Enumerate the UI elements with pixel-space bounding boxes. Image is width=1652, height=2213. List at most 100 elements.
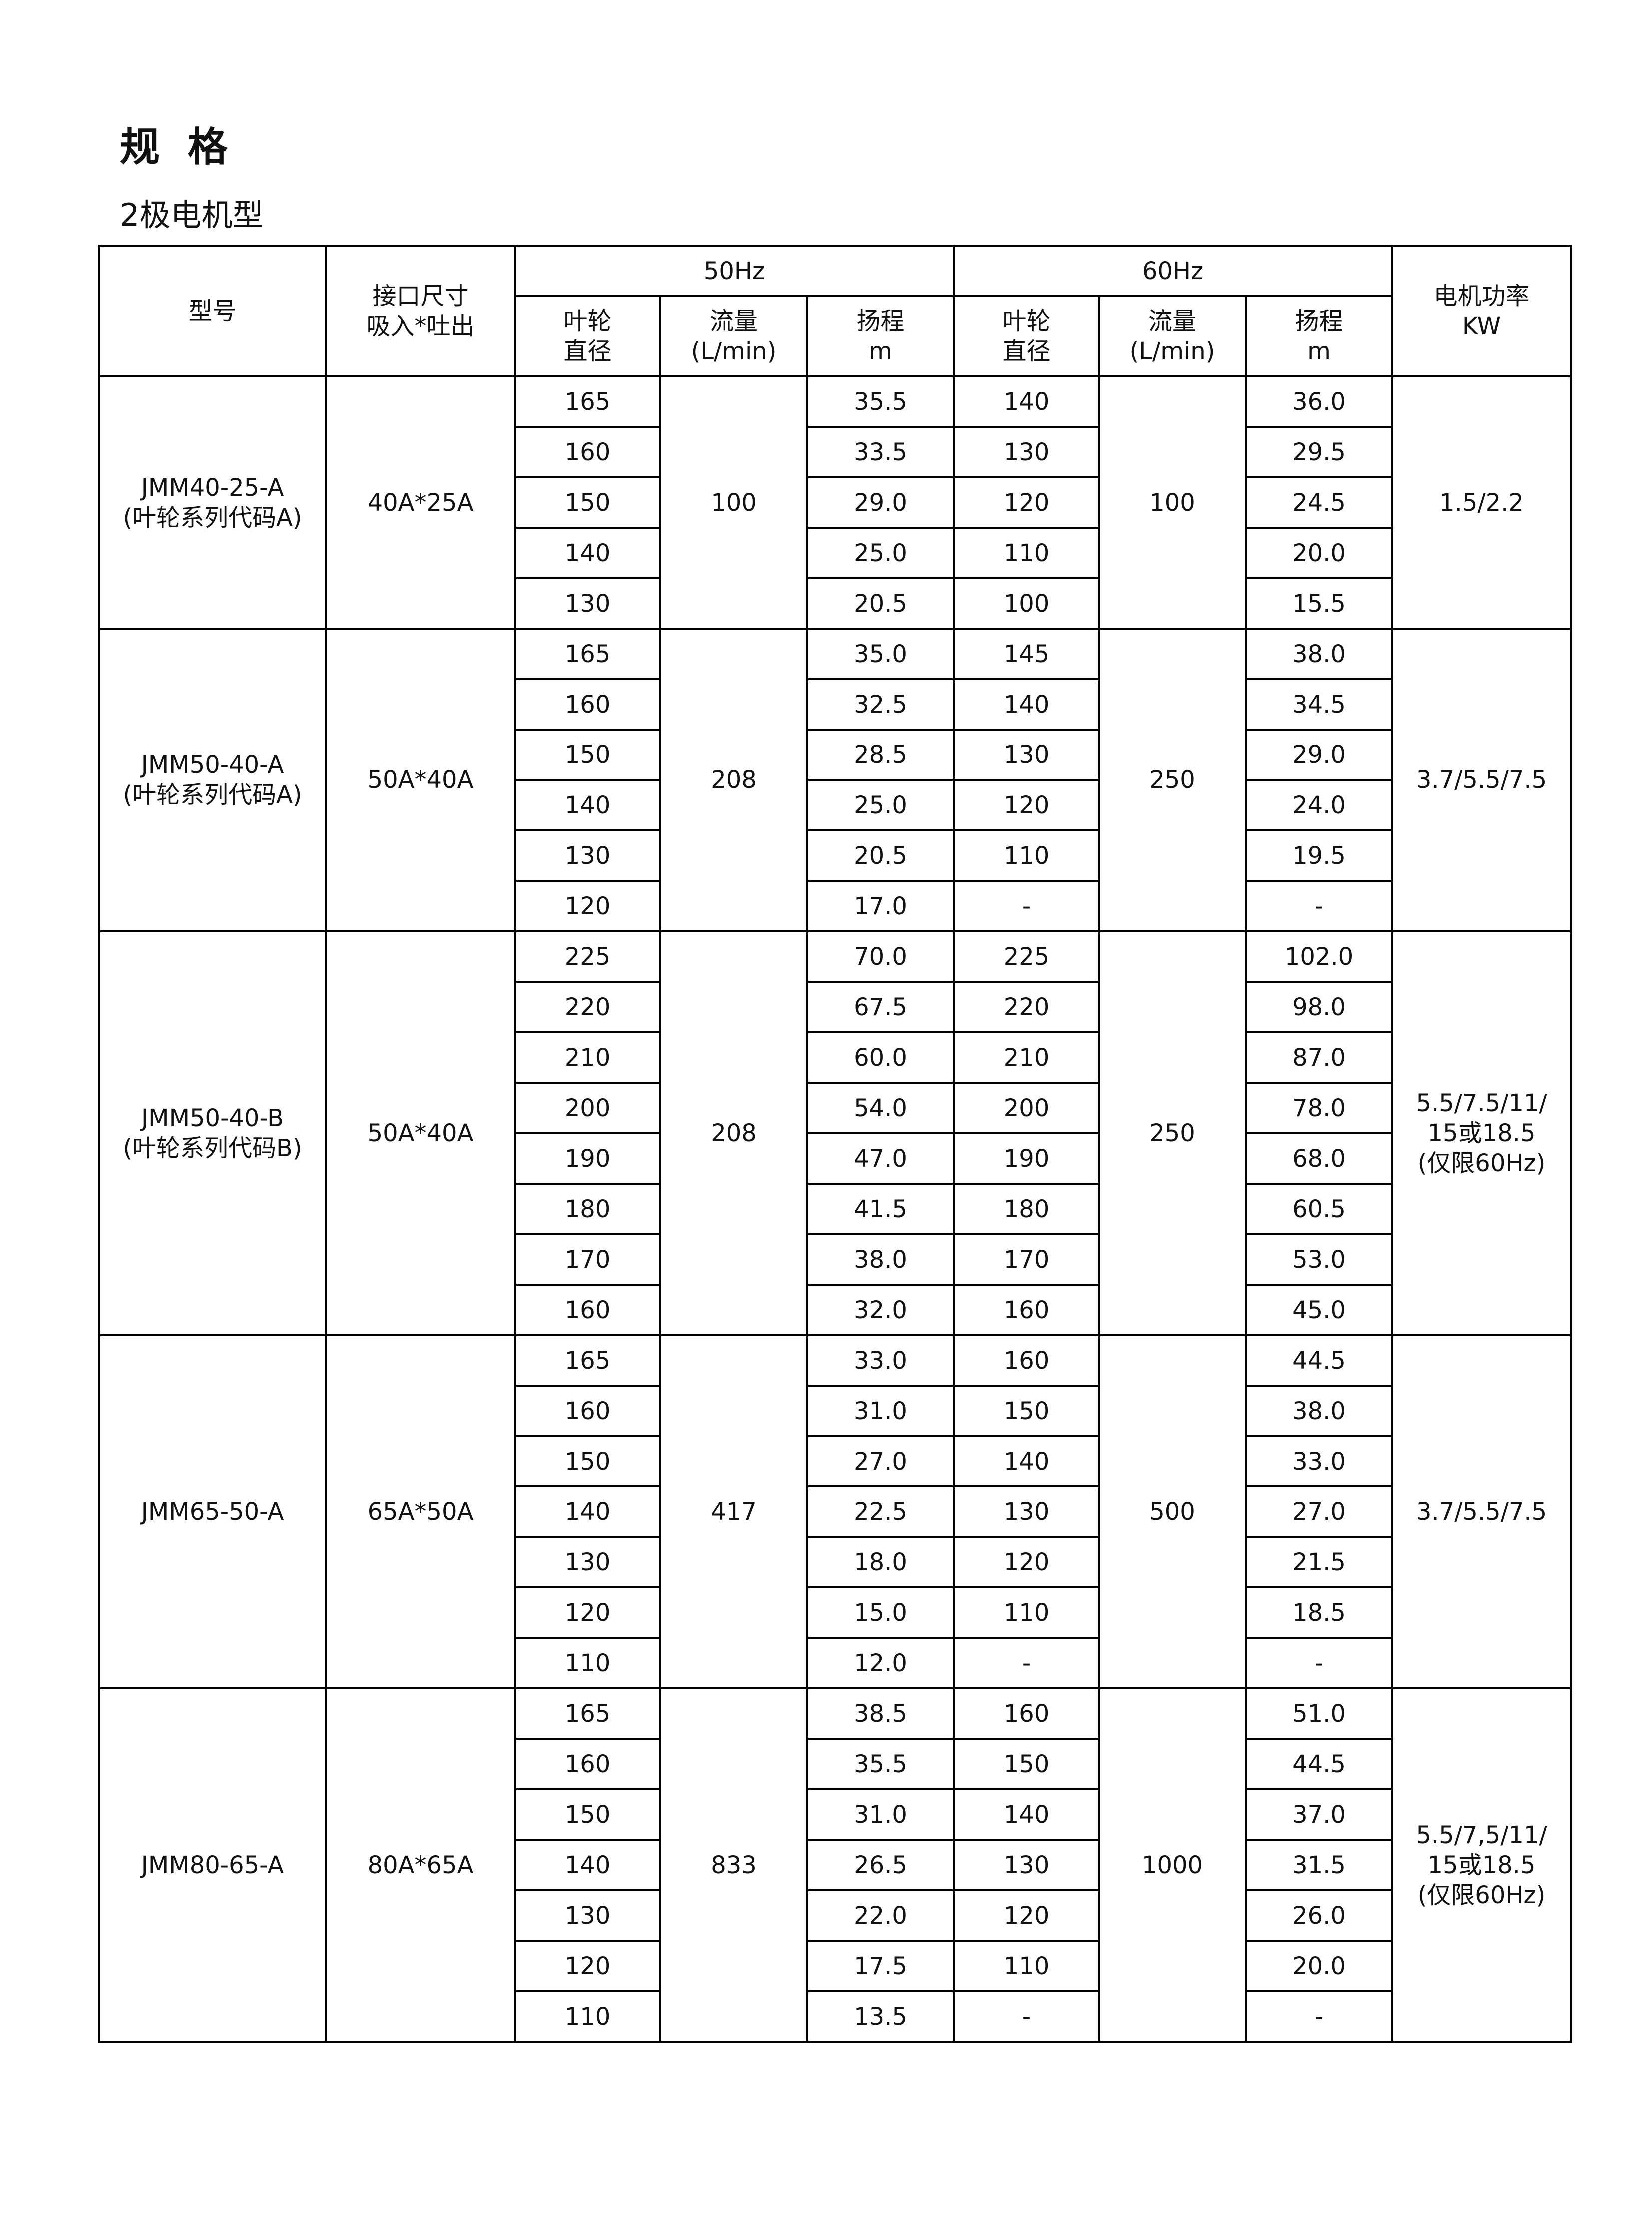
table-row: 120 17.0- - <box>99 880 1571 932</box>
impeller-50hz-cell: 165 <box>514 1687 661 1740</box>
header-head-60hz: 扬程 m <box>1245 295 1393 377</box>
head-60hz-cell: - <box>1245 880 1393 932</box>
header-port-line: 吸入*吐出 <box>366 312 475 340</box>
impeller-60hz-cell: 180 <box>953 1183 1100 1235</box>
head-50hz-cell: 67.5 <box>806 981 955 1033</box>
port-size-cell: 50A*40A <box>325 930 516 1336</box>
motor-power-cell-line: 15或18.5 <box>1427 1851 1536 1879</box>
impeller-50hz-cell: 220 <box>514 981 661 1033</box>
head-60hz-cell: 34.5 <box>1245 678 1393 731</box>
table-row: 140 22.5 130 27.0 <box>99 1485 1571 1538</box>
head-60hz-cell: 44.5 <box>1245 1334 1393 1387</box>
header-head-60hz-line: m <box>1307 337 1331 365</box>
table-row: 160 32.0 160 45.0 <box>99 1284 1571 1336</box>
motor-power-cell: 1.5/2.2 <box>1391 375 1572 630</box>
head-50hz-cell: 22.5 <box>806 1485 955 1538</box>
table-row: 160 35.5 150 44.5 <box>99 1738 1571 1790</box>
impeller-50hz-cell: 160 <box>514 678 661 731</box>
impeller-50hz-cell: 165 <box>514 1334 661 1387</box>
impeller-50hz-cell: 130 <box>514 1536 661 1588</box>
impeller-50hz-cell: 110 <box>514 1990 661 2043</box>
impeller-60hz-cell: 160 <box>953 1687 1100 1740</box>
impeller-50hz-cell: 225 <box>514 930 661 983</box>
impeller-60hz-cell: 160 <box>953 1334 1100 1387</box>
head-60hz-cell: 36.0 <box>1245 375 1393 428</box>
motor-power-cell-line: 3.7/5.5/7.5 <box>1416 1497 1547 1526</box>
head-60hz-cell: - <box>1245 1990 1393 2043</box>
page-title: 规 格 <box>120 124 235 170</box>
head-50hz-cell: 29.0 <box>806 476 955 529</box>
table-row: 130 20.5 100 15.5 <box>99 577 1571 630</box>
flow-50hz-cell: 208 <box>659 628 808 932</box>
impeller-50hz-cell: 160 <box>514 426 661 478</box>
impeller-50hz-cell: 160 <box>514 1284 661 1336</box>
impeller-50hz-cell: 130 <box>514 829 661 882</box>
impeller-60hz-cell: 150 <box>953 1738 1100 1790</box>
head-60hz-cell: 98.0 <box>1245 981 1393 1033</box>
model-cell: JMM50-40-B (叶轮系列代码B) <box>98 930 327 1336</box>
table-row: 160 32.5 140 34.5 <box>99 678 1571 731</box>
impeller-50hz-cell: 150 <box>514 729 661 781</box>
head-60hz-cell: 21.5 <box>1245 1536 1393 1588</box>
impeller-60hz-cell: - <box>953 1637 1100 1689</box>
model-cell-line: JMM50-40-A <box>141 751 284 779</box>
impeller-60hz-cell: 140 <box>953 1788 1100 1841</box>
table-row: 150 31.0 140 37.0 <box>99 1788 1571 1841</box>
head-60hz-cell: 53.0 <box>1245 1233 1393 1286</box>
head-50hz-cell: 47.0 <box>806 1132 955 1185</box>
impeller-60hz-cell: 170 <box>953 1233 1100 1286</box>
impeller-60hz-cell: 145 <box>953 628 1100 680</box>
table-row: 200 54.0 200 78.0 <box>99 1082 1571 1134</box>
motor-power-cell-line: 3.7/5.5/7.5 <box>1416 766 1547 794</box>
impeller-50hz-cell: 150 <box>514 1788 661 1841</box>
head-60hz-cell: 20.0 <box>1245 527 1393 579</box>
head-60hz-cell: 60.5 <box>1245 1183 1393 1235</box>
header-60hz: 60Hz <box>953 245 1393 297</box>
head-60hz-cell: 20.0 <box>1245 1940 1393 1992</box>
head-50hz-cell: 28.5 <box>806 729 955 781</box>
motor-power-cell-line: 5.5/7.5/11/ <box>1416 1089 1547 1117</box>
impeller-60hz-cell: 130 <box>953 1485 1100 1538</box>
impeller-50hz-cell: 140 <box>514 527 661 579</box>
head-60hz-cell: 29.0 <box>1245 729 1393 781</box>
header-head-50hz-line: m <box>869 337 892 365</box>
head-60hz-cell: 26.0 <box>1245 1889 1393 1942</box>
impeller-50hz-cell: 180 <box>514 1183 661 1235</box>
impeller-50hz-cell: 160 <box>514 1385 661 1437</box>
header-impeller-60hz: 叶轮 直径 <box>953 295 1100 377</box>
impeller-60hz-cell: 130 <box>953 729 1100 781</box>
impeller-50hz-cell: 140 <box>514 779 661 831</box>
head-60hz-cell: 102.0 <box>1245 930 1393 983</box>
head-60hz-cell: - <box>1245 1637 1393 1689</box>
impeller-60hz-cell: 140 <box>953 1435 1100 1487</box>
section-subtitle: 2极电机型 <box>120 197 264 233</box>
impeller-50hz-cell: 120 <box>514 1586 661 1639</box>
head-50hz-cell: 18.0 <box>806 1536 955 1588</box>
model-cell: JMM50-40-A (叶轮系列代码A) <box>98 628 327 932</box>
motor-power-cell-line: (仅限60Hz) <box>1417 1149 1546 1177</box>
table-row: 210 60.0 210 87.0 <box>99 1031 1571 1084</box>
impeller-60hz-cell: 225 <box>953 930 1100 983</box>
impeller-50hz-cell: 160 <box>514 1738 661 1790</box>
model-cell-line: JMM50-40-B <box>141 1104 284 1132</box>
head-60hz-cell: 24.0 <box>1245 779 1393 831</box>
model-cell-line: (叶轮系列代码A) <box>123 503 302 532</box>
head-50hz-cell: 25.0 <box>806 779 955 831</box>
impeller-50hz-cell: 150 <box>514 1435 661 1487</box>
head-50hz-cell: 32.0 <box>806 1284 955 1336</box>
table-row: JMM80-65-A 80A*65A 165 833 38.5 160 1000 51.0 5.… <box>98 1687 1572 2043</box>
head-50hz-cell: 25.0 <box>806 527 955 579</box>
head-50hz-cell: 70.0 <box>806 930 955 983</box>
impeller-60hz-cell: 110 <box>953 527 1100 579</box>
impeller-50hz-cell: 210 <box>514 1031 661 1084</box>
header-power-line: 电机功率 <box>1433 282 1530 310</box>
impeller-60hz-cell: 150 <box>953 1385 1100 1437</box>
table-row: 180 41.5 180 60.5 <box>99 1183 1571 1235</box>
impeller-50hz-cell: 120 <box>514 880 661 932</box>
flow-60hz-cell: 1000 <box>1098 1687 1247 2043</box>
header-flow-60hz-line: 流量 <box>1148 307 1196 335</box>
head-50hz-cell: 13.5 <box>806 1990 955 2043</box>
port-size-cell: 65A*50A <box>325 1334 516 1689</box>
head-60hz-cell: 24.5 <box>1245 476 1393 529</box>
header-flow-60hz: 流量 (L/min) <box>1098 295 1247 377</box>
